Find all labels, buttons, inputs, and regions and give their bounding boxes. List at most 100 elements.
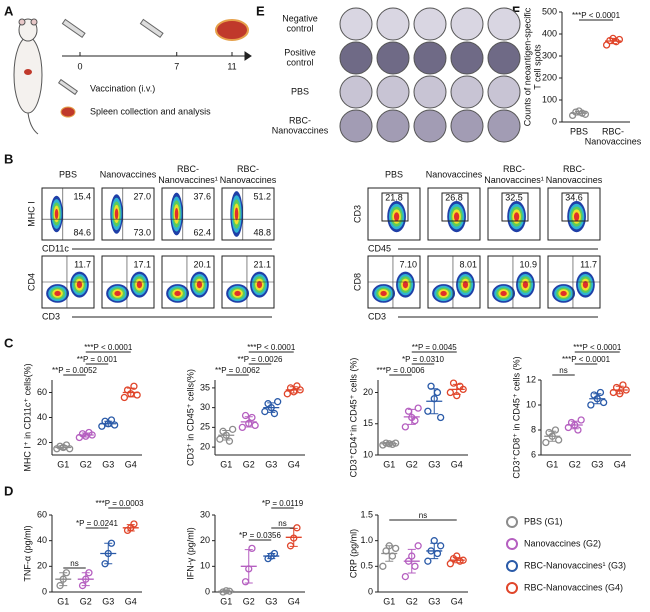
data-point	[436, 413, 445, 422]
row-label: RBC-	[289, 115, 311, 125]
x-tick-label: G3	[428, 459, 440, 469]
well	[450, 75, 484, 109]
well	[413, 41, 447, 75]
quadrant-value: 84.6	[73, 227, 91, 237]
data-point	[401, 423, 410, 431]
significance-label: ***P < 0.0001	[572, 11, 621, 20]
y-axis-label: CD3⁺ in CD45⁺ cells(%)	[185, 369, 195, 466]
y-tick-label: 60	[37, 387, 47, 397]
error-bar	[267, 402, 276, 413]
x-tick-label: G4	[451, 596, 463, 606]
significance-label: ns	[70, 559, 78, 568]
quadrant-value: 17.1	[133, 259, 151, 269]
gate-value: 26.8	[445, 192, 463, 202]
y-axis-label: TNF-α (pg/ml)	[22, 525, 32, 581]
quadrant-value: 21.1	[253, 259, 271, 269]
y-tick-label: 8	[531, 424, 536, 434]
y-tick-label: 0	[552, 116, 557, 126]
data-point	[241, 578, 250, 586]
well	[413, 7, 447, 41]
legend-label: PBS (G1)	[524, 516, 563, 526]
quadrant-value: 7.10	[399, 259, 417, 269]
y-tick-label: 40	[37, 412, 47, 422]
y-tick-label: 60	[37, 509, 47, 519]
legend-marker	[506, 538, 518, 550]
data-point	[542, 438, 550, 447]
x-tick-label: G3	[265, 596, 277, 606]
y-tick-label: 400	[542, 28, 557, 38]
axis-label: CD4	[26, 273, 36, 291]
x-tick-label: G2	[243, 459, 255, 469]
gate-value: 32.5	[505, 192, 523, 202]
legend-label: RBC-Nanovaccines¹ (G3)	[524, 560, 626, 570]
density-blob	[174, 208, 179, 220]
quadrant-value: 11.7	[580, 259, 597, 269]
quadrant-value: 51.2	[253, 191, 271, 201]
density-blob	[76, 280, 83, 289]
x-tick-label: G2	[80, 596, 92, 606]
y-tick-label: 1.0	[360, 535, 373, 545]
data-point	[414, 542, 422, 550]
well	[487, 7, 521, 41]
density-blob	[114, 208, 119, 220]
data-point	[446, 388, 455, 397]
y-tick-label: 20	[37, 437, 47, 447]
significance-label: *P = 0.0241	[76, 519, 118, 528]
row-label: Negative	[282, 13, 318, 23]
x-tick-label: G1	[383, 596, 395, 606]
y-tick-label: 20	[200, 441, 210, 451]
x-tick-label: G2	[406, 459, 418, 469]
density-blob	[136, 280, 143, 289]
quadrant-value: 10.9	[519, 259, 537, 269]
data-point	[107, 416, 116, 424]
error-bar	[289, 386, 298, 394]
y-axis-label: Counts of neoantigen-specific	[522, 7, 532, 126]
density-blob	[500, 290, 507, 297]
data-point	[248, 544, 256, 553]
density-blob	[234, 290, 241, 297]
significance-label: **P = 0.0062	[215, 366, 261, 375]
column-header: Nanovaccines	[426, 169, 483, 179]
data-point	[424, 407, 432, 415]
density-blob	[393, 212, 400, 221]
error-bar	[126, 387, 135, 398]
x-tick-label: G4	[614, 459, 626, 469]
x-tick-label: G3	[591, 459, 603, 469]
density-blob	[582, 280, 589, 289]
well	[339, 7, 373, 41]
panel-label: D	[4, 483, 13, 498]
density-blob	[380, 290, 387, 297]
data-point	[436, 542, 445, 550]
error-bar	[222, 430, 231, 441]
x-tick-label: G3	[102, 459, 114, 469]
y-tick-label: 25	[200, 422, 210, 432]
panel-label: B	[4, 151, 13, 166]
data-point	[261, 407, 269, 416]
row-label: Nanovaccines	[272, 125, 329, 135]
syringe-icons	[57, 18, 249, 118]
x-tick-label: PBS	[570, 126, 588, 136]
day-label: 0	[77, 61, 82, 71]
column-header: RBC-	[237, 164, 259, 174]
significance-label: ***P < 0.0001	[84, 343, 133, 352]
density-blob	[453, 212, 460, 221]
data-point	[293, 524, 301, 532]
x-tick-label: G2	[569, 459, 581, 469]
axis-label: CD3	[368, 311, 386, 321]
error-bar	[385, 442, 394, 446]
y-tick-label: 20	[200, 535, 210, 545]
y-axis-label: CD3⁺CD4⁺in CD45⁺ cells (%)	[348, 358, 358, 478]
density-blob	[256, 280, 263, 289]
x-tick-label: G1	[220, 596, 232, 606]
well	[450, 109, 484, 143]
data-point	[551, 426, 560, 434]
axis-label: CD8	[352, 273, 362, 291]
x-tick-label: RBC-	[602, 126, 624, 136]
data-point	[414, 404, 422, 412]
data-point	[574, 426, 582, 434]
legend-marker	[506, 560, 518, 572]
error-bar	[452, 557, 461, 564]
y-axis-label: IFN-γ (pg/ml)	[185, 527, 195, 580]
well	[339, 41, 373, 75]
